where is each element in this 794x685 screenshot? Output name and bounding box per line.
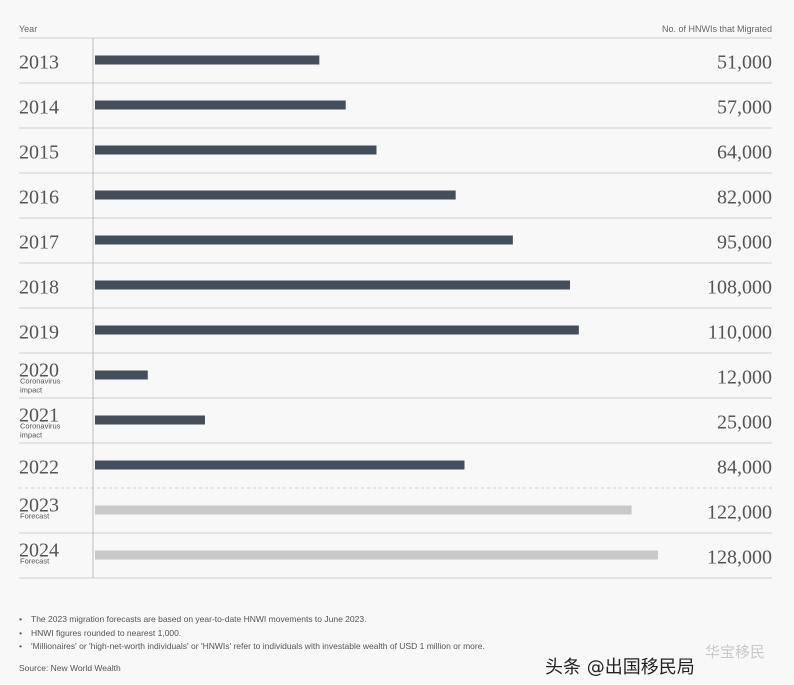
footnote: 'Millionaires' or 'high-net-worth indivi… (19, 640, 485, 654)
bar (95, 100, 346, 110)
year-label: 2016 (19, 187, 59, 209)
value-label: 51,000 (717, 52, 772, 74)
year-label: 2023 (19, 495, 59, 517)
year-sublabel: Forecast (20, 512, 50, 521)
value-label: 57,000 (717, 97, 772, 119)
bar (95, 145, 377, 155)
bar (95, 235, 513, 245)
value-label: 84,000 (717, 457, 772, 479)
hnwi-migration-bar-chart: 2013 51,000 2014 57,000 2015 64,000 2016 82,000… (19, 37, 772, 579)
forecast-bar (95, 505, 632, 515)
value-label: 128,000 (707, 547, 772, 569)
source-note: Source: New World Wealth (19, 663, 121, 673)
year-sublabel: impact (20, 431, 43, 440)
value-label: 25,000 (717, 412, 772, 434)
value-label: 12,000 (717, 367, 772, 389)
bar (95, 55, 320, 65)
forecast-bar (95, 550, 658, 560)
footnote: HNWI figures rounded to nearest 1,000. (19, 627, 485, 641)
bar (95, 460, 465, 470)
year-label: 2015 (19, 142, 59, 164)
bar (95, 415, 205, 425)
value-column-header: No. of HNWIs that Migrated (661, 24, 772, 34)
value-label: 64,000 (717, 142, 772, 164)
year-sublabel: Forecast (20, 557, 50, 566)
year-sublabel: Coronavirus (20, 422, 61, 431)
year-label: 2020 (19, 360, 59, 382)
footnotes: The 2023 migration forecasts are based o… (19, 613, 485, 654)
year-column-header: Year (19, 24, 38, 34)
value-label: 82,000 (717, 187, 772, 209)
year-label: 2017 (19, 232, 59, 254)
value-label: 110,000 (708, 322, 772, 344)
bar (95, 325, 579, 335)
bar (95, 370, 148, 380)
value-label: 95,000 (717, 232, 772, 254)
value-label: 122,000 (707, 502, 772, 524)
year-sublabel: impact (20, 386, 43, 395)
year-label: 2018 (19, 277, 59, 299)
value-label: 108,000 (707, 277, 772, 299)
bar (95, 280, 571, 290)
year-label: 2022 (19, 457, 59, 479)
year-label: 2024 (19, 540, 59, 562)
year-label: 2013 (19, 52, 59, 74)
footnote: The 2023 migration forecasts are based o… (19, 613, 485, 627)
year-label: 2014 (19, 97, 59, 119)
year-sublabel: Coronavirus (20, 377, 61, 386)
year-label: 2021 (19, 405, 59, 427)
watermark: 头条 @出国移民局 (545, 657, 695, 678)
bar (95, 190, 456, 200)
year-label: 2019 (19, 322, 59, 344)
seal-watermark: 华宝移民 (705, 643, 766, 661)
